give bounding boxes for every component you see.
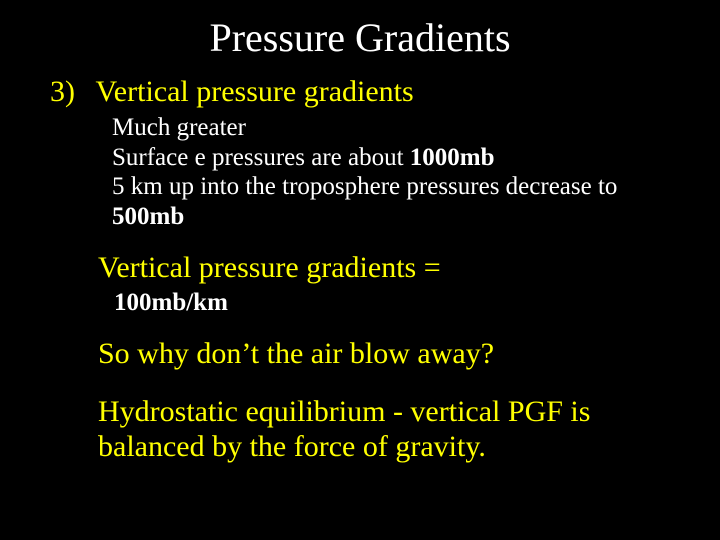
item-heading-text: Vertical pressure gradients xyxy=(95,75,413,108)
sub-block: Much greater Surface e pressures are abo… xyxy=(112,113,680,231)
slide-title: Pressure Gradients xyxy=(0,14,720,61)
slide: Pressure Gradients 3) Vertical pressure … xyxy=(0,0,720,540)
slide-content: 3) Vertical pressure gradients Much grea… xyxy=(0,75,720,464)
numbered-heading: 3) Vertical pressure gradients xyxy=(50,75,680,109)
question-line: So why don’t the air blow away? xyxy=(98,337,680,371)
item-number: 3) xyxy=(50,75,75,108)
gradient-value: 100mb/km xyxy=(114,289,680,317)
sub-b-value: 1000mb xyxy=(410,144,495,171)
sub-line-5km: 5 km up into the troposphere pressures d… xyxy=(112,172,680,231)
gradient-label: Vertical pressure gradients = xyxy=(98,251,680,285)
sub-c-pre: 5 km up into the troposphere pressures d… xyxy=(112,173,617,200)
sub-b-pre: Surface e pressures are about xyxy=(112,144,410,171)
sub-c-value: 500mb xyxy=(112,203,184,230)
sub-line-greater: Much greater xyxy=(112,113,680,143)
sub-line-surface: Surface e pressures are about 1000mb xyxy=(112,143,680,173)
answer-line: Hydrostatic equilibrium - vertical PGF i… xyxy=(98,395,680,464)
